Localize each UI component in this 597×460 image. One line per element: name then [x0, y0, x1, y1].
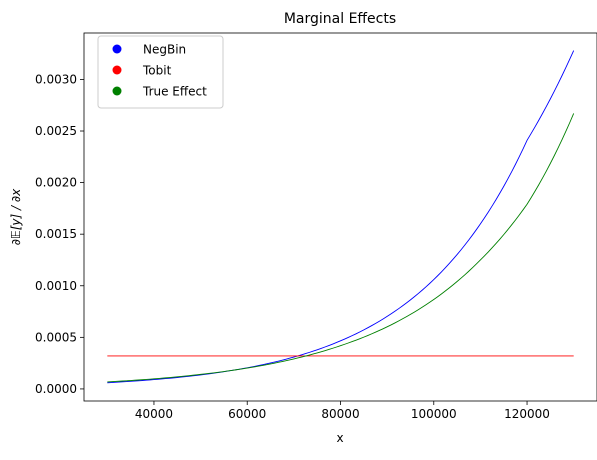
y-tick-label: 0.0020 [35, 176, 77, 190]
y-axis-label: ∂𝔼[y] / ∂x [9, 188, 23, 245]
x-tick-label: 40000 [135, 407, 173, 421]
x-tick-label: 60000 [228, 407, 266, 421]
y-tick-label: 0.0010 [35, 279, 77, 293]
y-tick-label: 0.0030 [35, 72, 77, 86]
y-tick-label: 0.0005 [35, 330, 77, 344]
x-tick-label: 100000 [411, 407, 457, 421]
legend-label: NegBin [143, 43, 186, 57]
x-axis-label: x [336, 431, 343, 445]
legend-marker [113, 45, 122, 54]
y-tick-label: 0.0025 [35, 124, 77, 138]
legend-label: True Effect [142, 85, 207, 99]
y-tick-label: 0.0015 [35, 227, 77, 241]
x-tick-label: 120000 [504, 407, 550, 421]
legend-marker [113, 87, 122, 96]
legend-label: Tobit [142, 64, 172, 78]
y-tick-label: 0.0000 [35, 382, 77, 396]
chart-title: Marginal Effects [284, 11, 396, 27]
x-tick-label: 80000 [321, 407, 359, 421]
legend: NegBin Tobit True Effect [98, 36, 223, 108]
legend-marker [113, 66, 122, 75]
